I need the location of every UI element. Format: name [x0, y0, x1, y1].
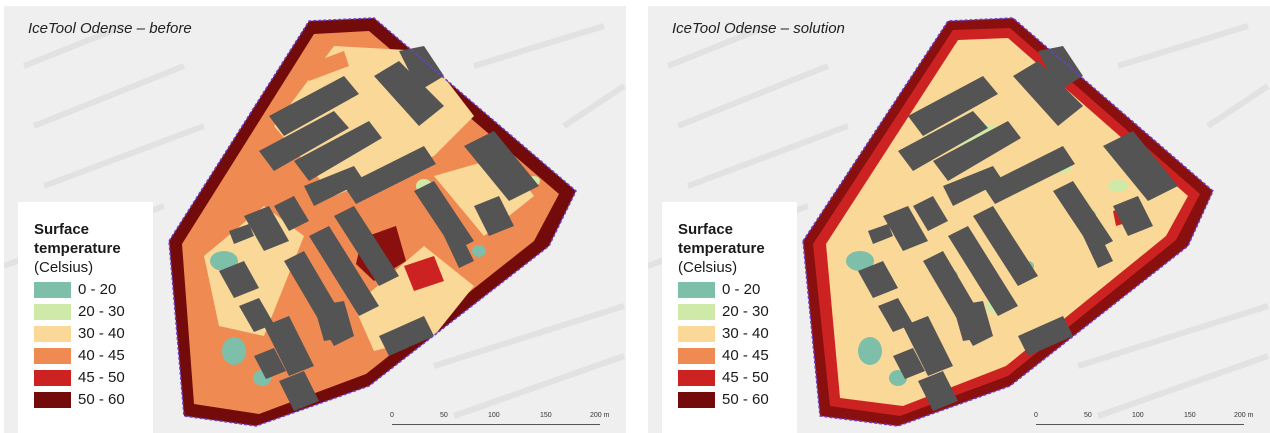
- map-panel-solution[interactable]: IceTool Odense – solution Surface temper…: [648, 6, 1270, 433]
- legend-swatch: [678, 348, 715, 364]
- legend-swatch: [34, 370, 71, 386]
- legend-item: 40 - 45: [34, 347, 149, 364]
- legend-unit: (Celsius): [678, 259, 738, 276]
- legend-label: 0 - 20: [78, 281, 117, 298]
- legend-item: 30 - 40: [678, 325, 793, 342]
- legend-solution: Surface temperature (Celsius) 0 - 20 20 …: [662, 202, 797, 433]
- legend-item: 20 - 30: [678, 303, 793, 320]
- legend-label: 50 - 60: [722, 391, 769, 408]
- legend-item: 50 - 60: [678, 391, 793, 408]
- scale-tick-label: 150: [1184, 412, 1196, 419]
- legend-item: 0 - 20: [678, 281, 793, 298]
- heat-map-before: [4, 17, 626, 427]
- legend-swatch: [678, 304, 715, 320]
- scale-tick-label: 100: [1132, 412, 1144, 419]
- scale-tick-label: 0: [1034, 412, 1038, 419]
- heat-map-solution: [648, 17, 1270, 427]
- scale-bar-before: 0 50 100 150 200 m: [382, 412, 622, 432]
- scale-tick-label: 50: [1084, 412, 1092, 419]
- map-panel-before[interactable]: IceTool Odense – before Surface temperat…: [4, 6, 626, 433]
- legend-label: 0 - 20: [722, 281, 761, 298]
- legend-label: 30 - 40: [722, 325, 769, 342]
- legend-label: 50 - 60: [78, 391, 125, 408]
- legend-label: 45 - 50: [78, 369, 125, 386]
- legend-item: 20 - 30: [34, 303, 149, 320]
- legend-label: 20 - 30: [78, 303, 125, 320]
- scale-bar-line: [1036, 424, 1244, 425]
- scale-bar-line: [392, 424, 600, 425]
- legend-item: 45 - 50: [678, 369, 793, 386]
- legend-swatch: [678, 392, 715, 408]
- legend-unit: (Celsius): [34, 259, 94, 276]
- site-boundary-line: [802, 17, 1214, 427]
- legend-swatch: [34, 304, 71, 320]
- scale-tick-label: 50: [440, 412, 448, 419]
- panel-title-before: IceTool Odense – before: [28, 20, 192, 37]
- legend-item: 45 - 50: [34, 369, 149, 386]
- legend-item: 0 - 20: [34, 281, 149, 298]
- site-boundary-line: [168, 17, 577, 427]
- scale-tick-label: 200 m: [590, 412, 610, 419]
- legend-label: 40 - 45: [722, 347, 769, 364]
- buildings-solution: [858, 46, 1178, 411]
- legend-item: 50 - 60: [34, 391, 149, 408]
- site-base-fill: [826, 38, 1188, 406]
- site-area-before: [169, 18, 576, 426]
- legend-label: 20 - 30: [722, 303, 769, 320]
- legend-swatch: [678, 326, 715, 342]
- legend-swatch: [34, 392, 71, 408]
- legend-item: 40 - 45: [678, 347, 793, 364]
- legend-item: 30 - 40: [34, 325, 149, 342]
- scale-bar-solution: 0 50 100 150 200 m: [1026, 412, 1266, 432]
- legend-title: Surface temperature: [34, 221, 121, 257]
- site-area-solution: [803, 18, 1213, 426]
- legend-before: Surface temperature (Celsius) 0 - 20 20 …: [18, 202, 153, 433]
- scale-tick-label: 0: [390, 412, 394, 419]
- legend-swatch: [678, 370, 715, 386]
- buildings-before: [219, 46, 539, 411]
- legend-label: 45 - 50: [722, 369, 769, 386]
- legend-title: Surface temperature: [678, 221, 765, 257]
- legend-label: 30 - 40: [78, 325, 125, 342]
- scale-tick-label: 200 m: [1234, 412, 1254, 419]
- legend-swatch: [34, 326, 71, 342]
- legend-label: 40 - 45: [78, 347, 125, 364]
- panel-title-solution: IceTool Odense – solution: [672, 20, 845, 37]
- scale-tick-label: 100: [488, 412, 500, 419]
- scale-tick-label: 150: [540, 412, 552, 419]
- legend-swatch: [678, 282, 715, 298]
- legend-swatch: [34, 282, 71, 298]
- legend-swatch: [34, 348, 71, 364]
